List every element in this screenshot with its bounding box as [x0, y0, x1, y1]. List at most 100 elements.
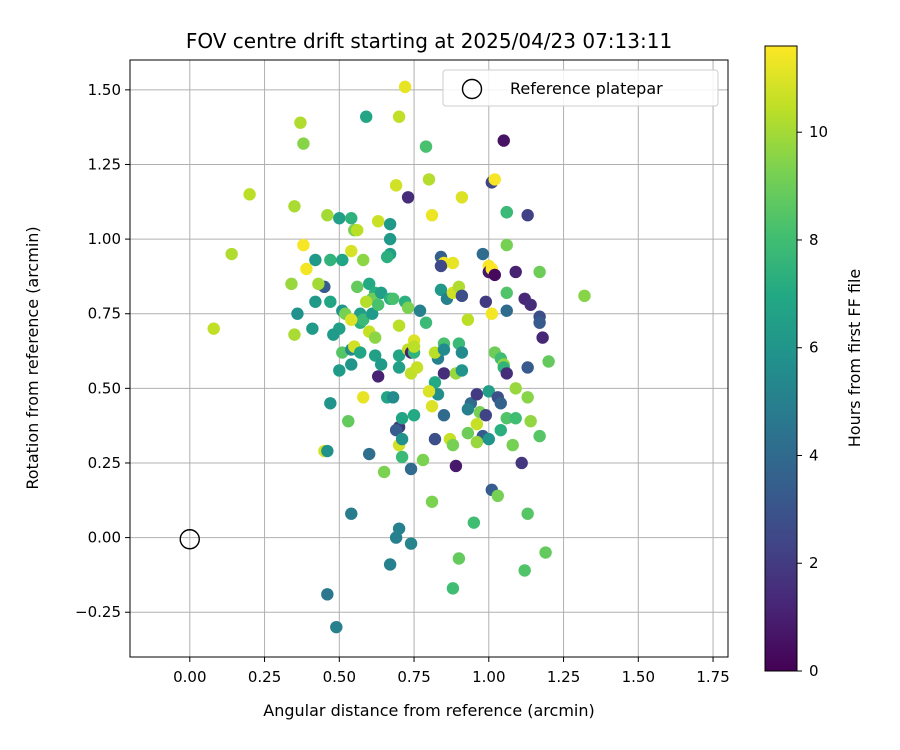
- x-axis: 0.00 0.25 0.50 0.75 1.00 1.25 1.50 1.75: [173, 657, 730, 686]
- data-point: [225, 247, 238, 261]
- y-axis-label: Rotation from reference (arcmin): [23, 226, 42, 489]
- data-point: [398, 80, 412, 94]
- data-point: [488, 268, 501, 282]
- y-tick-label: −0.25: [75, 603, 121, 621]
- data-point: [345, 507, 358, 520]
- data-point: [389, 423, 403, 437]
- data-point: [413, 304, 427, 317]
- data-point: [345, 358, 358, 371]
- data-points: [207, 80, 591, 634]
- legend-box: [442, 69, 719, 107]
- x-tick-label: 0.50: [323, 668, 356, 686]
- data-point: [324, 397, 337, 410]
- data-point: [500, 412, 513, 425]
- legend-marker: [461, 78, 483, 100]
- data-point: [321, 588, 334, 601]
- data-point: [536, 331, 549, 344]
- data-point: [297, 238, 310, 252]
- data-point: [515, 456, 528, 470]
- data-point: [485, 307, 498, 320]
- data-point: [291, 307, 304, 320]
- data-point: [521, 507, 534, 520]
- data-point: [321, 209, 334, 222]
- data-point: [407, 409, 421, 422]
- data-point: [425, 209, 439, 222]
- data-point: [407, 340, 421, 353]
- data-point: [395, 432, 409, 446]
- colorbar-tick-label: 8: [809, 231, 819, 249]
- data-point: [437, 367, 451, 380]
- data-point: [392, 349, 406, 362]
- data-point: [294, 116, 307, 129]
- data-point: [470, 417, 484, 431]
- colorbar-ticks: 0 2 4 6 8 10: [797, 123, 828, 680]
- data-point: [357, 313, 370, 326]
- data-point: [389, 179, 403, 192]
- data-point: [452, 552, 466, 565]
- chart-title: FOV centre drift starting at 2025/04/23 …: [186, 29, 672, 53]
- data-point: [521, 209, 534, 222]
- data-point: [354, 346, 367, 359]
- data-point: [345, 244, 358, 258]
- data-point: [524, 298, 537, 311]
- data-point: [351, 280, 364, 294]
- data-point: [371, 298, 385, 311]
- data-point: [333, 364, 346, 377]
- data-point: [357, 253, 370, 267]
- data-point: [380, 250, 394, 264]
- data-point: [494, 397, 507, 410]
- data-point: [330, 620, 343, 634]
- data-point: [467, 516, 481, 529]
- data-point: [383, 558, 397, 571]
- reference-marker: [179, 529, 200, 550]
- data-point: [521, 361, 534, 374]
- data-point: [392, 361, 406, 374]
- y-tick-label: 0.75: [88, 305, 121, 323]
- x-tick-label: 0.00: [173, 668, 206, 686]
- data-point: [461, 403, 475, 416]
- data-point: [312, 277, 325, 291]
- x-tick-label: 0.75: [397, 668, 430, 686]
- colorbar-gradient: [764, 45, 798, 672]
- x-tick-label: 1.75: [696, 668, 729, 686]
- data-point: [506, 438, 519, 452]
- data-point: [321, 444, 334, 458]
- data-point: [446, 582, 460, 595]
- data-point: [371, 214, 385, 228]
- x-axis-label: Angular distance from reference (arcmin): [263, 701, 594, 720]
- data-point: [578, 289, 591, 303]
- data-point: [434, 259, 448, 273]
- data-point: [518, 564, 531, 577]
- data-point: [521, 391, 534, 404]
- data-point: [416, 453, 430, 467]
- data-point: [336, 253, 349, 267]
- y-tick-label: 1.25: [88, 155, 121, 173]
- colorbar-tick-label: 6: [809, 339, 819, 357]
- data-point: [497, 134, 510, 147]
- data-point: [285, 277, 298, 291]
- y-tick-label: 1.50: [88, 81, 121, 99]
- data-point: [542, 355, 555, 368]
- y-tick-label: 0.00: [88, 529, 121, 547]
- data-point: [300, 262, 313, 276]
- data-point: [345, 313, 358, 326]
- data-point: [446, 256, 460, 270]
- data-point: [392, 319, 406, 332]
- data-point: [434, 283, 448, 297]
- data-point: [446, 438, 460, 452]
- data-point: [377, 465, 391, 479]
- data-point: [482, 385, 495, 398]
- data-point: [437, 409, 451, 422]
- data-point: [309, 295, 322, 308]
- data-point: [455, 346, 469, 359]
- data-point: [371, 370, 385, 383]
- data-point: [494, 423, 507, 437]
- data-point: [491, 489, 504, 503]
- plot-frame: [129, 59, 729, 658]
- data-point: [401, 301, 415, 314]
- colorbar-tick-label: 0: [809, 662, 819, 680]
- data-point: [392, 110, 406, 123]
- data-point: [368, 349, 382, 362]
- data-point: [386, 391, 400, 404]
- data-point: [533, 265, 546, 279]
